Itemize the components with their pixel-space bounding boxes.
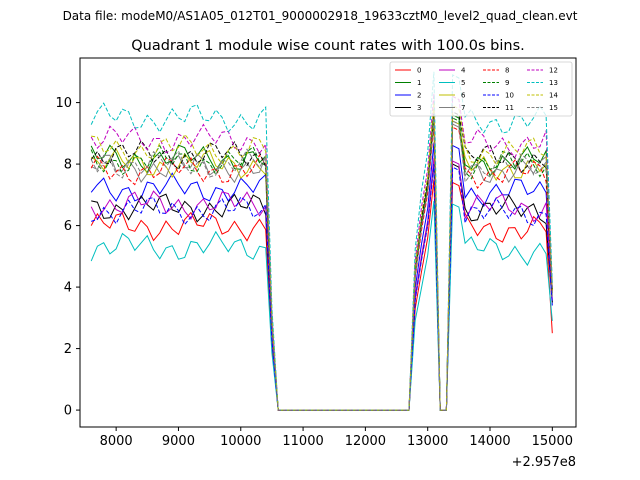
legend-label-6: 6 xyxy=(461,92,466,100)
x-axis-offset-label: +2.957e8 xyxy=(512,455,576,470)
legend-label-10: 10 xyxy=(505,92,514,100)
x-tick-label: 15000 xyxy=(532,434,573,449)
legend-label-4: 4 xyxy=(461,67,466,75)
legend-label-2: 2 xyxy=(417,92,421,100)
x-tick-label: 14000 xyxy=(469,434,510,449)
x-axis: 8000 9000 10000 11000 12000 13000 14000 15000 xyxy=(100,427,573,449)
y-tick-label: 8 xyxy=(64,158,72,173)
y-tick-label: 0 xyxy=(64,404,72,419)
y-tick-label: 10 xyxy=(55,96,72,111)
x-tick-label: 9000 xyxy=(162,434,195,449)
plot-background xyxy=(80,58,576,427)
y-tick-label: 4 xyxy=(64,281,72,296)
legend-label-15: 15 xyxy=(549,104,558,112)
legend-label-9: 9 xyxy=(505,79,509,87)
legend-label-1: 1 xyxy=(417,79,421,87)
x-tick-label: 8000 xyxy=(100,434,133,449)
series-line-15 xyxy=(90,117,553,411)
legend-label-8: 8 xyxy=(505,67,509,75)
series-layer xyxy=(90,71,553,411)
x-tick-label: 10000 xyxy=(220,434,261,449)
legend-label-7: 7 xyxy=(461,104,465,112)
x-tick-label: 11000 xyxy=(282,434,323,449)
legend-label-13: 13 xyxy=(549,79,558,87)
y-axis: 0 2 4 6 8 10 xyxy=(55,96,80,419)
legend-label-11: 11 xyxy=(505,104,514,112)
plot-frame xyxy=(79,57,577,428)
legend-label-14: 14 xyxy=(549,92,558,100)
x-tick-label: 12000 xyxy=(345,434,386,449)
legend-frame xyxy=(389,61,573,117)
chart-title: Quadrant 1 module wise count rates with … xyxy=(131,38,525,54)
legend-label-12: 12 xyxy=(549,67,558,75)
legend-label-5: 5 xyxy=(461,79,465,87)
legend-label-0: 0 xyxy=(417,67,421,75)
y-tick-label: 6 xyxy=(64,219,72,234)
x-tick-label: 13000 xyxy=(407,434,448,449)
y-tick-label: 2 xyxy=(64,342,72,357)
legend-label-3: 3 xyxy=(417,104,421,112)
series-line-13 xyxy=(90,71,553,411)
plot-area xyxy=(79,57,577,428)
chart-suptitle: Data file: modeM0/AS1A05_012T01_90000029… xyxy=(63,9,578,23)
